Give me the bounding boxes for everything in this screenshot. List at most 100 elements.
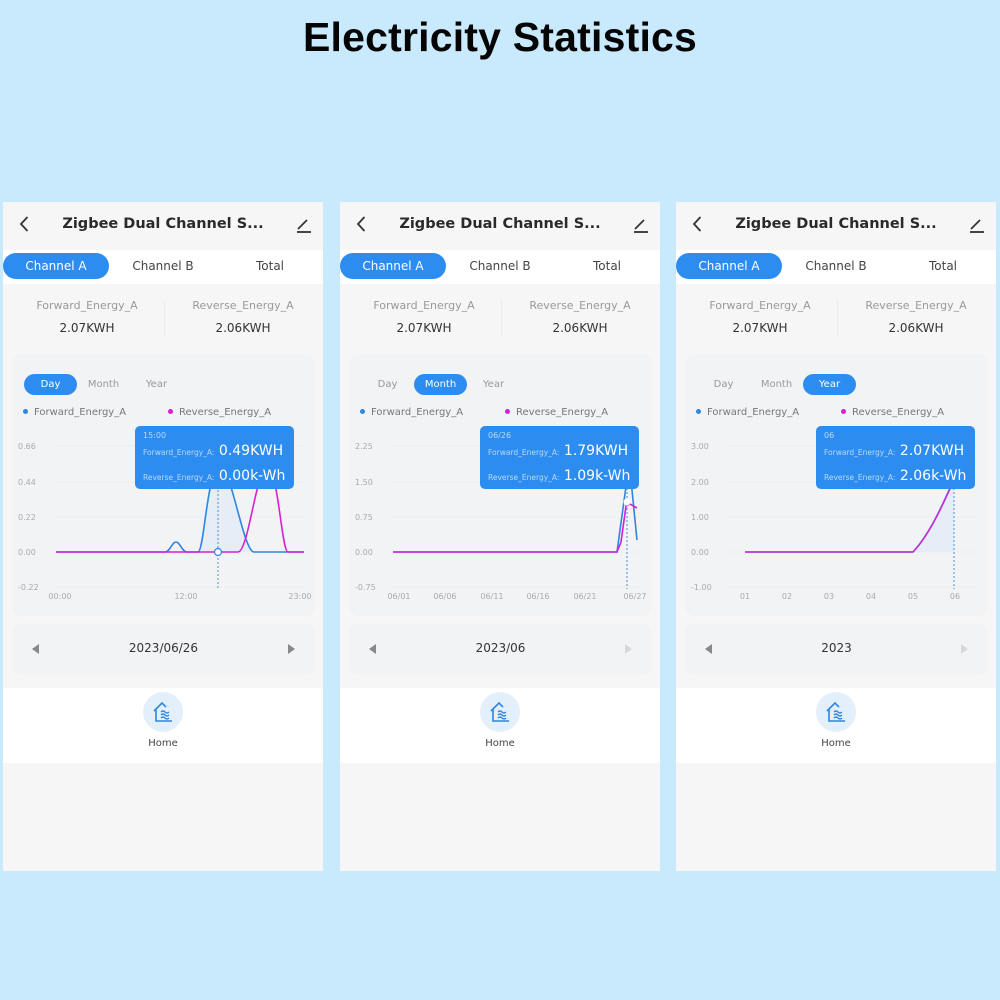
pencil-icon[interactable] [295,216,313,234]
range-month-button[interactable]: Month [87,379,120,390]
device-title: Zigbee Dual Channel S... [399,216,601,232]
home-button[interactable]: Home [816,692,856,750]
stat-value: 2.07KWH [59,321,115,335]
legend-reverse[interactable]: Reverse_Energy_A [841,407,944,418]
range-day-button[interactable]: Day [377,379,398,390]
x-tick: 06/06 [433,592,457,601]
tab-channel-b[interactable]: Channel B [469,259,531,273]
line-chart[interactable]: 0.66 0.44 0.22 0.00 -0.22 00:00 12:00 23… [12,424,315,616]
prev-arrow-icon[interactable] [32,644,39,654]
tooltip-header: 06 [824,431,835,440]
range-month-button[interactable]: Month [414,374,467,395]
device-title: Zigbee Dual Channel S... [735,216,937,232]
legend-forward[interactable]: Forward_Energy_A [23,407,126,418]
legend-dot-icon [23,408,28,414]
stat-label: Forward_Energy_A [373,299,475,312]
current-date: 2023 [821,641,852,655]
divider [164,300,165,336]
date-pager: 2023 [685,623,988,675]
next-arrow-icon[interactable] [288,644,295,654]
tab-total[interactable]: Total [928,259,958,273]
home-label: Home [485,738,515,749]
nav-bar: Zigbee Dual Channel S... [340,202,660,248]
channel-tabs: Channel A Channel B Total [340,250,660,284]
next-arrow-icon[interactable] [625,644,632,654]
line-chart[interactable]: 3.00 2.00 1.00 0.00 -1.00 01 02 03 04 05… [685,424,988,616]
device-title: Zigbee Dual Channel S... [62,216,264,232]
x-tick: 05 [907,592,919,601]
y-tick: 0.75 [355,513,373,522]
legend-reverse[interactable]: Reverse_Energy_A [168,407,271,418]
x-tick: 03 [823,592,835,601]
x-tick: 06 [949,592,961,601]
chart-card: Day Month Year Forward_Energy_A Reverse_… [349,354,652,616]
y-tick: 0.22 [18,513,36,522]
tab-channel-b[interactable]: Channel B [132,259,194,273]
forward-energy-stat: Forward_Energy_A 2.07KWH [680,299,840,335]
stat-label: Reverse_Energy_A [865,299,967,312]
tab-channel-a[interactable]: Channel A [676,253,782,279]
phone-screen-year: Zigbee Dual Channel S... Channel A Chann… [676,202,996,871]
forward-energy-stat: Forward_Energy_A 2.07KWH [7,299,167,335]
home-label: Home [148,738,178,749]
home-icon [826,701,845,722]
range-year-button[interactable]: Year [482,379,505,390]
range-month-button[interactable]: Month [760,379,793,390]
x-tick: 23:00 [288,592,312,601]
prev-arrow-icon[interactable] [705,644,712,654]
y-tick: 0.66 [18,442,36,451]
legend-reverse[interactable]: Reverse_Energy_A [505,407,608,418]
home-button[interactable]: Home [480,692,520,750]
tab-total[interactable]: Total [255,259,285,273]
tooltip-key: Reverse_Energy_A: [824,473,896,482]
legend-forward[interactable]: Forward_Energy_A [696,407,799,418]
y-tick: 1.00 [691,513,709,522]
tooltip-value: 0.49KWH [218,443,284,459]
y-tick: 0.44 [18,478,36,487]
next-arrow-icon[interactable] [961,644,968,654]
reverse-energy-stat: Reverse_Energy_A 2.06KWH [836,299,996,335]
home-icon-bg [480,692,520,732]
home-label: Home [821,738,851,749]
pencil-icon[interactable] [968,216,986,234]
chart-tooltip: 06 Forward_Energy_A: 2.07KWH Reverse_Ene… [816,426,975,489]
page-title: Electricity Statistics [302,14,698,60]
prev-arrow-icon[interactable] [369,644,376,654]
current-date: 2023/06 [475,641,526,655]
tab-total[interactable]: Total [592,259,622,273]
stat-label: Forward_Energy_A [36,299,138,312]
stat-label: Forward_Energy_A [709,299,811,312]
chart-card: Day Month Year Forward_Energy_A Reverse_… [12,354,315,616]
line-chart[interactable]: 2.25 1.50 0.75 0.00 -0.75 06/01 06/06 06… [349,424,652,616]
x-tick: 06/21 [573,592,597,601]
range-day-button[interactable]: Day [24,374,77,395]
stat-value: 2.07KWH [396,321,452,335]
legend-dot-icon [360,408,365,414]
reverse-energy-stat: Reverse_Energy_A 2.06KWH [163,299,323,335]
range-day-button[interactable]: Day [713,379,734,390]
tooltip-key: Forward_Energy_A: [488,448,560,457]
range-year-button[interactable]: Year [803,374,856,395]
tooltip-key: Reverse_Energy_A: [143,473,215,482]
home-icon-bg [143,692,183,732]
pencil-icon[interactable] [632,216,650,234]
tooltip-key: Forward_Energy_A: [824,448,896,457]
chevron-left-icon[interactable] [15,214,35,234]
x-tick: 12:00 [174,592,198,601]
chart-lines [56,445,304,589]
date-pager: 2023/06 [349,623,652,675]
chevron-left-icon[interactable] [688,214,708,234]
range-year-button[interactable]: Year [145,379,168,390]
tab-channel-a[interactable]: Channel A [340,253,446,279]
home-button[interactable]: Home [143,692,183,750]
tooltip-header: 15:00 [143,431,167,440]
bottom-bar: Home [676,688,996,763]
y-tick: -0.22 [18,583,39,592]
tab-channel-a[interactable]: Channel A [3,253,109,279]
legend-forward[interactable]: Forward_Energy_A [360,407,463,418]
home-icon [153,701,172,722]
chevron-left-icon[interactable] [352,214,372,234]
channel-tabs: Channel A Channel B Total [3,250,323,284]
tab-channel-b[interactable]: Channel B [805,259,867,273]
bottom-bar: Home [340,688,660,763]
